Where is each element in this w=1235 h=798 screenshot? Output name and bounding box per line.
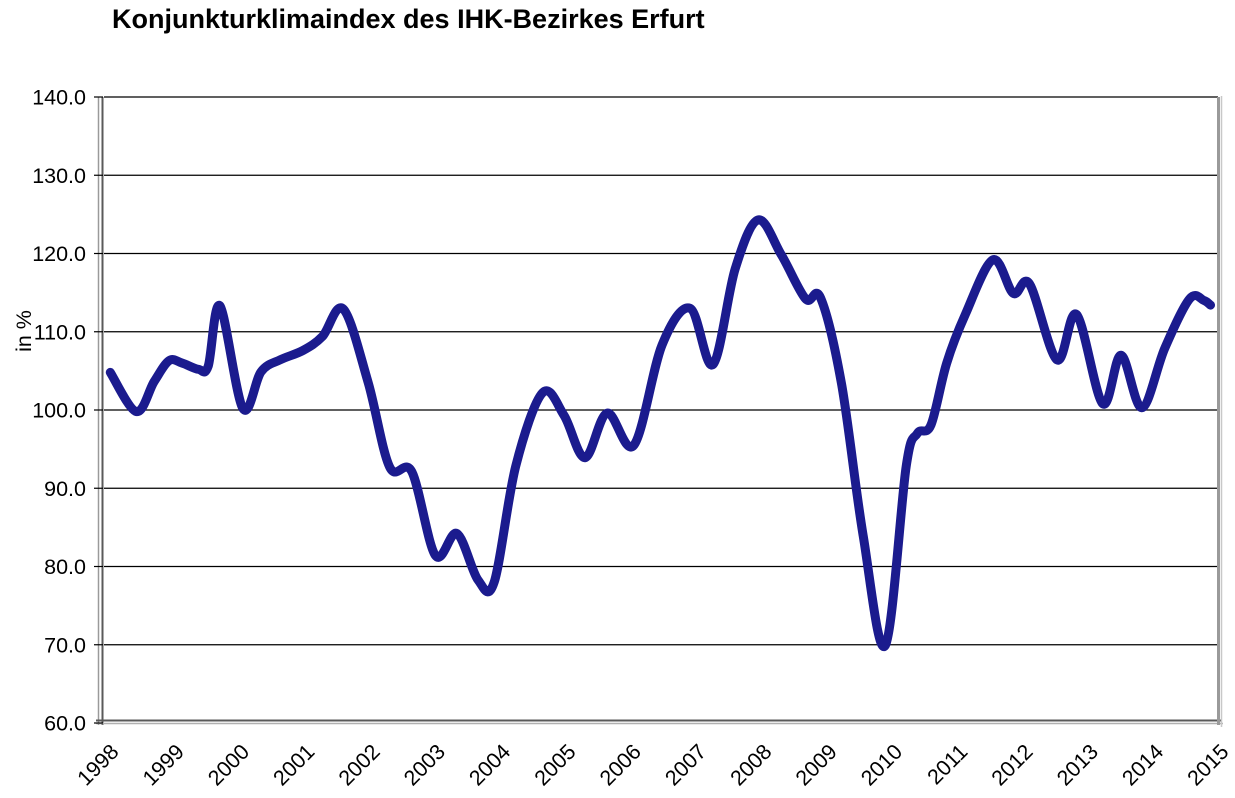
svg-text:110.0: 110.0 <box>34 320 86 344</box>
x-axis-labels: 1998 1999 2000 2001 2002 2003 2004 2005 2006 2007… <box>73 740 1234 791</box>
svg-text:2007: 2007 <box>660 740 711 791</box>
svg-text:1999: 1999 <box>138 740 189 791</box>
svg-text:2013: 2013 <box>1052 740 1103 791</box>
svg-text:2009: 2009 <box>791 740 842 791</box>
svg-text:2002: 2002 <box>334 740 385 791</box>
svg-text:2006: 2006 <box>595 740 646 791</box>
svg-text:1998: 1998 <box>73 740 124 791</box>
y-axis-title: in % <box>12 310 36 352</box>
svg-text:80.0: 80.0 <box>44 555 86 579</box>
svg-text:2012: 2012 <box>987 740 1038 791</box>
svg-text:2005: 2005 <box>530 740 581 791</box>
svg-text:2000: 2000 <box>203 740 254 791</box>
svg-text:2010: 2010 <box>856 740 907 791</box>
svg-text:2015: 2015 <box>1183 740 1234 791</box>
svg-text:2011: 2011 <box>923 740 973 790</box>
y-axis-labels: 140.0 130.0 120.0 110.0 100.0 90.0 80.0 70.0 60.… <box>32 86 86 736</box>
svg-text:2014: 2014 <box>1117 740 1168 791</box>
svg-text:2008: 2008 <box>726 740 777 791</box>
plot-frame <box>96 96 1223 727</box>
svg-text:100.0: 100.0 <box>32 399 86 423</box>
gridlines <box>104 96 1218 646</box>
svg-text:90.0: 90.0 <box>44 477 86 501</box>
svg-text:120.0: 120.0 <box>32 242 86 266</box>
svg-text:2004: 2004 <box>464 740 515 791</box>
chart-title: Konjunkturklimaindex des IHK-Bezirkes Er… <box>112 4 705 34</box>
svg-text:2003: 2003 <box>399 740 450 791</box>
y-axis-ticks <box>94 96 103 724</box>
index-line <box>105 215 1215 652</box>
svg-text:130.0: 130.0 <box>32 164 86 188</box>
svg-text:70.0: 70.0 <box>44 633 86 657</box>
svg-text:2001: 2001 <box>269 740 320 791</box>
svg-text:60.0: 60.0 <box>44 712 86 736</box>
svg-text:140.0: 140.0 <box>32 86 86 110</box>
